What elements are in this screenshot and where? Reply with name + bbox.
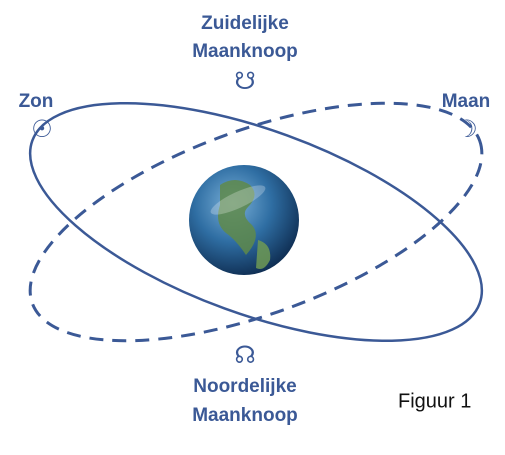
north-node-symbol: ☊ xyxy=(234,341,255,369)
earth xyxy=(189,165,299,275)
diagram: Zuidelijke Maanknoop ☋ Zon ☉ Maan ☽ ☊ No… xyxy=(0,0,505,455)
north-node-label: Noordelijke xyxy=(193,376,296,397)
caption: Figuur 1 xyxy=(398,390,471,412)
south-node-label: Zuidelijke xyxy=(201,13,289,34)
south-node-symbol: ☋ xyxy=(234,67,255,95)
south-node-label: Maanknoop xyxy=(192,41,298,62)
north-node-label: Maanknoop xyxy=(192,405,298,426)
moon-label: Maan xyxy=(442,91,491,112)
sun-label: Zon xyxy=(19,91,54,112)
moon-symbol: ☽ xyxy=(456,115,478,143)
sun-symbol: ☉ xyxy=(31,115,53,143)
